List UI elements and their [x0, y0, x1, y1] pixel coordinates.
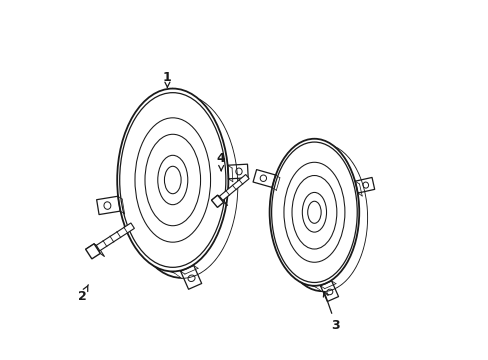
Text: 2: 2 [78, 285, 88, 303]
Polygon shape [85, 244, 98, 252]
Polygon shape [172, 89, 237, 278]
Polygon shape [314, 139, 366, 291]
Text: 1: 1 [163, 71, 171, 87]
Ellipse shape [269, 139, 359, 286]
Polygon shape [211, 195, 223, 207]
Polygon shape [219, 175, 249, 201]
Text: 3: 3 [323, 292, 340, 332]
Polygon shape [94, 244, 104, 257]
Polygon shape [96, 223, 134, 251]
Polygon shape [211, 195, 222, 203]
Text: 4: 4 [216, 152, 225, 171]
Polygon shape [85, 244, 100, 259]
Ellipse shape [117, 89, 228, 271]
Polygon shape [217, 195, 227, 206]
